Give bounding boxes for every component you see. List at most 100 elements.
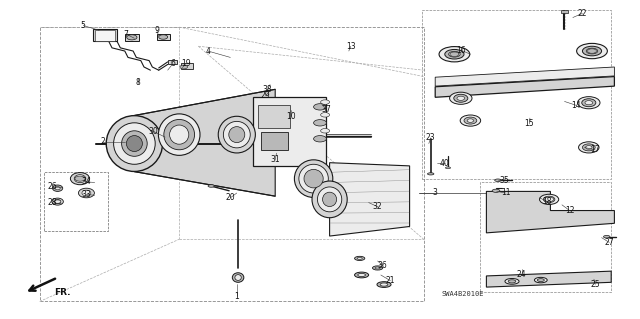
Ellipse shape bbox=[586, 48, 598, 54]
Ellipse shape bbox=[317, 187, 342, 212]
Polygon shape bbox=[435, 67, 614, 86]
Bar bbox=[480, 182, 611, 292]
Ellipse shape bbox=[159, 114, 200, 155]
Ellipse shape bbox=[577, 43, 607, 59]
Text: 10: 10 bbox=[286, 112, 296, 121]
Text: SWA4B2010E: SWA4B2010E bbox=[442, 291, 484, 297]
Ellipse shape bbox=[495, 179, 501, 182]
Bar bbox=[422, 10, 611, 179]
Circle shape bbox=[159, 35, 168, 39]
Ellipse shape bbox=[79, 188, 95, 198]
Text: 26: 26 bbox=[47, 182, 58, 191]
Bar bbox=[40, 27, 424, 301]
Ellipse shape bbox=[218, 116, 255, 153]
Ellipse shape bbox=[457, 96, 465, 100]
Text: 22: 22 bbox=[578, 9, 587, 18]
Ellipse shape bbox=[74, 174, 86, 182]
Text: 6: 6 bbox=[170, 59, 175, 68]
Text: 2: 2 bbox=[100, 137, 105, 146]
Text: 27: 27 bbox=[604, 238, 614, 247]
Text: 4: 4 bbox=[205, 47, 211, 56]
Ellipse shape bbox=[582, 46, 602, 56]
Text: 28: 28 bbox=[48, 198, 57, 207]
Ellipse shape bbox=[534, 277, 547, 283]
Circle shape bbox=[321, 129, 330, 133]
Bar bbox=[44, 172, 108, 231]
Ellipse shape bbox=[106, 116, 163, 171]
Circle shape bbox=[450, 52, 459, 56]
Text: 23: 23 bbox=[426, 133, 436, 142]
Ellipse shape bbox=[428, 173, 434, 175]
Ellipse shape bbox=[579, 142, 599, 153]
Polygon shape bbox=[486, 191, 614, 233]
Ellipse shape bbox=[304, 169, 323, 188]
Text: 29: 29 bbox=[260, 91, 271, 100]
Polygon shape bbox=[486, 271, 611, 287]
Ellipse shape bbox=[454, 94, 468, 102]
Polygon shape bbox=[435, 77, 614, 97]
Ellipse shape bbox=[170, 125, 189, 144]
Ellipse shape bbox=[604, 235, 610, 238]
Ellipse shape bbox=[355, 272, 369, 278]
Ellipse shape bbox=[439, 47, 470, 62]
Ellipse shape bbox=[460, 115, 481, 126]
Ellipse shape bbox=[467, 119, 474, 122]
Bar bbox=[125, 34, 139, 41]
Text: 15: 15 bbox=[524, 119, 534, 128]
Circle shape bbox=[314, 136, 326, 142]
Bar bbox=[253, 97, 326, 166]
Text: 38: 38 bbox=[262, 85, 273, 94]
Text: 20: 20 bbox=[225, 193, 236, 202]
Circle shape bbox=[54, 200, 61, 203]
Circle shape bbox=[545, 197, 554, 202]
Circle shape bbox=[75, 176, 85, 181]
Circle shape bbox=[127, 35, 137, 40]
Text: 14: 14 bbox=[571, 101, 581, 110]
Circle shape bbox=[321, 113, 330, 117]
Polygon shape bbox=[330, 163, 410, 236]
Ellipse shape bbox=[505, 278, 519, 284]
Ellipse shape bbox=[540, 194, 559, 204]
Text: 12: 12 bbox=[565, 206, 574, 215]
Ellipse shape bbox=[54, 200, 61, 204]
Ellipse shape bbox=[299, 164, 328, 193]
Text: 16: 16 bbox=[456, 46, 466, 55]
Text: 36: 36 bbox=[378, 261, 388, 270]
Text: 17: 17 bbox=[590, 145, 600, 154]
Ellipse shape bbox=[357, 257, 362, 259]
Bar bbox=[561, 10, 568, 13]
Ellipse shape bbox=[235, 275, 241, 280]
Circle shape bbox=[588, 49, 596, 53]
Bar bbox=[261, 132, 288, 150]
Ellipse shape bbox=[232, 273, 244, 282]
Ellipse shape bbox=[223, 122, 250, 148]
Text: 13: 13 bbox=[346, 42, 356, 51]
Ellipse shape bbox=[122, 131, 147, 156]
Ellipse shape bbox=[55, 187, 60, 190]
Ellipse shape bbox=[70, 173, 90, 185]
Ellipse shape bbox=[375, 267, 380, 269]
Circle shape bbox=[314, 120, 326, 126]
Ellipse shape bbox=[114, 123, 156, 164]
Text: 19: 19 bbox=[180, 59, 191, 68]
Text: FR.: FR. bbox=[54, 288, 71, 297]
Text: 32: 32 bbox=[372, 202, 383, 211]
Bar bbox=[157, 34, 170, 40]
Text: 40: 40 bbox=[440, 159, 450, 168]
Text: 7: 7 bbox=[124, 30, 129, 39]
Ellipse shape bbox=[380, 283, 388, 286]
Text: 33: 33 bbox=[81, 190, 92, 199]
Text: 34: 34 bbox=[81, 177, 92, 186]
Ellipse shape bbox=[377, 282, 391, 287]
Ellipse shape bbox=[492, 189, 500, 192]
Ellipse shape bbox=[229, 127, 245, 143]
Ellipse shape bbox=[464, 117, 477, 124]
Ellipse shape bbox=[372, 266, 383, 270]
Ellipse shape bbox=[449, 92, 472, 104]
Text: 24: 24 bbox=[516, 271, 527, 279]
Ellipse shape bbox=[355, 256, 365, 260]
Ellipse shape bbox=[585, 101, 593, 105]
Ellipse shape bbox=[164, 120, 195, 150]
Text: 11: 11 bbox=[501, 189, 510, 197]
Bar bbox=[93, 29, 117, 41]
